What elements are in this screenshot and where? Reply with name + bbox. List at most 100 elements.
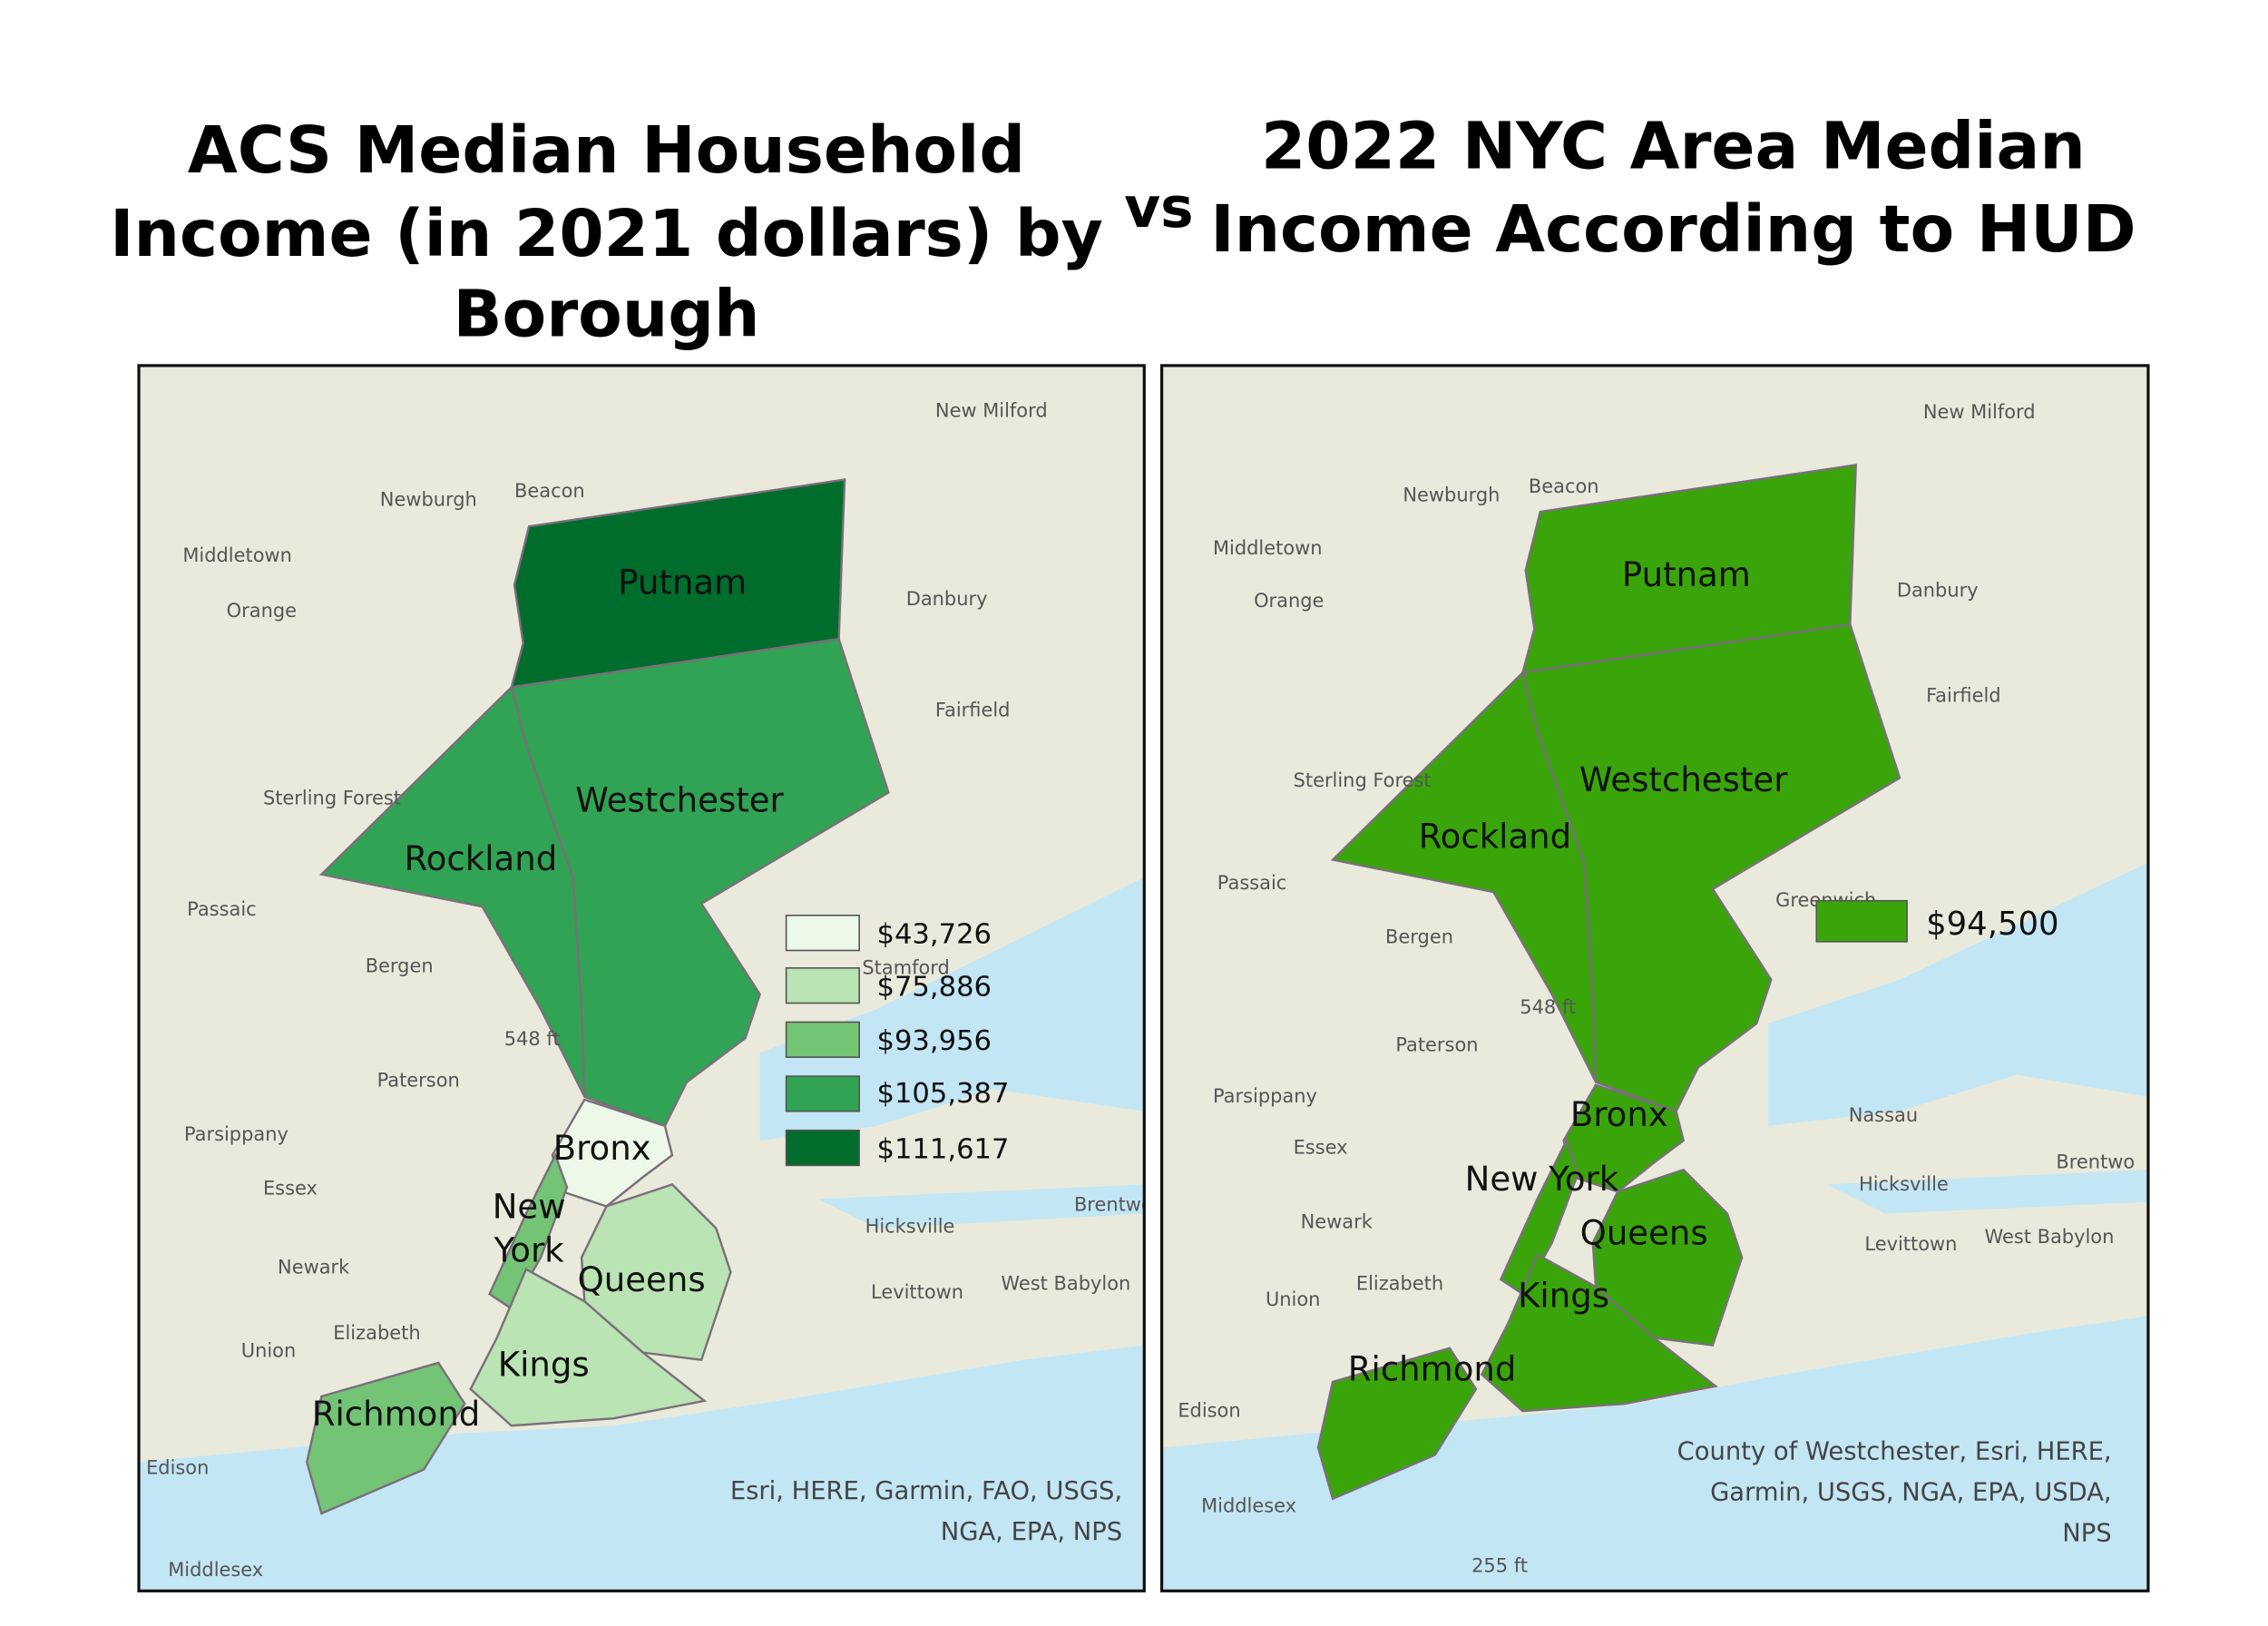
region (318, 685, 586, 1098)
region-label: Bronx (1570, 1095, 1668, 1134)
place-label: Edison (1178, 1400, 1240, 1422)
region-label: Queens (1580, 1213, 1708, 1252)
place-label: Passaic (187, 898, 256, 920)
label-line: New (493, 1187, 566, 1226)
region (1330, 670, 1598, 1083)
region-label: New York (493, 1187, 566, 1269)
place-label: Bergen (1385, 926, 1453, 947)
region-label: Queens (578, 1260, 706, 1299)
legend-label: $94,500 (1926, 906, 2059, 943)
place-label: Newark (278, 1257, 350, 1278)
left-map: New Milford Beacon Newburgh Middletown O… (139, 365, 1153, 1592)
place-label: Edison (146, 1456, 209, 1478)
place-label: Beacon (514, 480, 585, 502)
region-label: Kings (1518, 1277, 1609, 1316)
vs-label: vs (1124, 176, 1193, 240)
place-label: Levittown (871, 1281, 963, 1303)
region (469, 1268, 708, 1427)
place-label: 548 ft (504, 1028, 561, 1050)
place-label: Passaic (1217, 872, 1286, 894)
attribution: Garmin, USGS, NGA, EPA, USDA, (1710, 1478, 2112, 1506)
place-label: Elizabeth (1356, 1272, 1443, 1294)
region-label: New York (1465, 1160, 1619, 1199)
place-label: Brentwo (1074, 1193, 1153, 1215)
place-label: Brentwo (2056, 1151, 2135, 1173)
title-line: Borough (454, 277, 760, 352)
title-line: Income According to HUD (1210, 191, 2136, 267)
place-label: Danbury (906, 588, 988, 610)
label-line: York (494, 1231, 565, 1270)
legend-swatch (785, 967, 860, 1004)
attribution: NGA, EPA, NPS (941, 1518, 1122, 1546)
legend-swatch (785, 915, 860, 952)
region-label: Rockland (1419, 818, 1572, 857)
place-label: Parsippany (184, 1123, 288, 1145)
place-label: Middlesex (1201, 1494, 1296, 1516)
water (1161, 862, 2148, 1592)
place-label: Hicksville (1859, 1173, 1949, 1195)
legend-swatch (1815, 899, 1908, 943)
place-label: Orange (1254, 590, 1324, 612)
place-label: Danbury (1897, 579, 1979, 601)
region-label: Putnam (1622, 555, 1751, 594)
title-line: Income (in 2021 dollars) by (110, 196, 1103, 271)
place-label: Fairfield (1926, 685, 2001, 707)
place-label: Levittown (1864, 1233, 1957, 1255)
place-label: Paterson (1395, 1034, 1478, 1056)
region-label: Rockland (405, 839, 558, 878)
region-label: Putnam (618, 563, 747, 602)
place-label: Orange (227, 600, 297, 622)
place-label: Elizabeth (333, 1322, 420, 1344)
region (580, 1182, 732, 1362)
legend-label: $75,886 (876, 971, 992, 1003)
place-label: Hicksville (865, 1215, 955, 1237)
place-label: 548 ft (1520, 996, 1576, 1018)
place-label: Essex (1294, 1136, 1348, 1158)
region-label: Bronx (553, 1129, 651, 1168)
water (139, 877, 1145, 1592)
place-label: Middletown (1213, 537, 1323, 559)
place-label: Union (241, 1339, 296, 1361)
region-label: Richmond (1348, 1349, 1517, 1388)
region-label: Westchester (575, 780, 784, 819)
legend-swatch (785, 1021, 860, 1058)
place-label: 255 ft (1471, 1554, 1528, 1576)
place-label: Newburgh (1403, 485, 1500, 506)
place-label: Newburgh (380, 489, 477, 511)
place-label: Bergen (366, 955, 434, 977)
attribution: County of Westchester, Esri, HERE, (1677, 1437, 2112, 1465)
legend-swatch (785, 1129, 860, 1167)
place-label: Stamford (862, 956, 949, 978)
place-label: Newark (1301, 1211, 1374, 1233)
frame (1159, 364, 2150, 1592)
base-labels: New Milford Beacon Newburgh Middletown O… (146, 399, 1153, 1581)
legend-label: $93,956 (876, 1025, 992, 1057)
legend: $94,500 (1815, 899, 2059, 943)
place-label: West Babylon (1985, 1226, 2115, 1248)
place-label: Sterling Forest (263, 787, 401, 808)
attribution: NPS (2062, 1520, 2111, 1548)
legend-label: $105,387 (876, 1078, 1009, 1110)
legend: $43,726 $75,886 $93,956 $105,387 $111,61… (785, 915, 1010, 1167)
region (1316, 1347, 1478, 1501)
legend-swatch (785, 1075, 860, 1112)
place-label: Fairfield (935, 700, 1011, 721)
place-label: Essex (263, 1178, 318, 1200)
base-labels: New Milford Beacon Newburgh Middletown O… (1178, 401, 2135, 1576)
place-label: New Milford (1923, 401, 2036, 423)
right-map: New Milford Beacon Newburgh Middletown O… (1161, 365, 2148, 1592)
region-label: Westchester (1579, 760, 1788, 799)
place-label: Beacon (1529, 475, 1599, 497)
place-label: Middlesex (168, 1559, 263, 1581)
place-label: Union (1266, 1288, 1320, 1310)
region (1591, 1168, 1744, 1347)
region (306, 1361, 466, 1515)
place-label: New Milford (935, 399, 1048, 421)
place-label: Sterling Forest (1294, 769, 1432, 791)
place-label: West Babylon (1001, 1272, 1130, 1294)
place-label: Paterson (377, 1069, 460, 1091)
title-line: 2022 NYC Area Median (1261, 108, 2086, 183)
legend-label: $111,617 (876, 1133, 1009, 1165)
